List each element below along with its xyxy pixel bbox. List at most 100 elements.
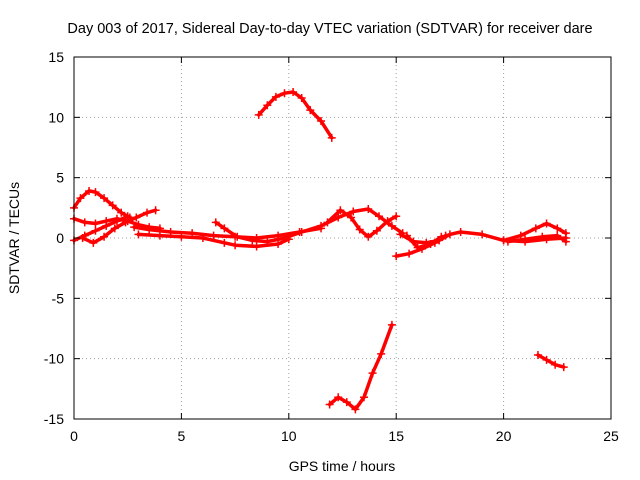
series-arc-g: [211, 205, 407, 246]
data-point: [211, 218, 220, 227]
data-point: [441, 231, 450, 240]
series-line: [501, 221, 568, 243]
series-line: [132, 225, 323, 240]
data-point: [317, 116, 326, 125]
data-point: [233, 232, 242, 241]
data-point: [499, 236, 508, 245]
data-point: [387, 320, 396, 329]
data-point: [542, 219, 551, 228]
data-point: [336, 206, 345, 215]
data-point: [89, 238, 98, 247]
series-line: [80, 208, 158, 245]
y-tick-label: 10: [48, 109, 64, 125]
data-point: [100, 232, 109, 241]
data-point: [263, 237, 272, 246]
series-line: [256, 90, 334, 140]
series-line: [536, 353, 566, 369]
y-tick-label: -15: [44, 411, 64, 427]
data-point: [209, 231, 218, 240]
data-point: [559, 363, 568, 372]
y-tick-label: 0: [56, 230, 64, 246]
data-point: [542, 355, 551, 364]
data-point: [306, 106, 315, 115]
data-point: [325, 400, 334, 409]
series-line: [405, 233, 444, 250]
data-point: [102, 221, 111, 230]
data-point: [355, 225, 364, 234]
data-point: [377, 349, 386, 358]
data-point: [437, 232, 446, 241]
data-point: [198, 234, 207, 242]
data-point: [375, 212, 384, 221]
data-point: [91, 219, 100, 228]
data-point: [134, 230, 143, 239]
data-point: [396, 230, 405, 239]
data-point: [220, 224, 229, 233]
series-arc-d: [78, 206, 160, 247]
data-point: [538, 232, 547, 241]
data-point: [478, 230, 487, 239]
y-tick-label: 15: [48, 49, 64, 65]
data-point: [289, 87, 298, 96]
data-point: [521, 235, 530, 244]
x-tick-label: 5: [178, 428, 186, 444]
chart-title: Day 003 of 2017, Sidereal Day-to-day VTE…: [67, 21, 592, 37]
data-point: [368, 369, 377, 378]
y-tick-label: -10: [44, 351, 64, 367]
data-point: [392, 252, 401, 261]
data-point: [551, 360, 560, 369]
data-point: [130, 223, 139, 232]
data-point: [280, 234, 289, 242]
data-point: [85, 186, 94, 195]
data-point: [364, 205, 373, 214]
data-point: [342, 398, 351, 407]
data-point: [359, 393, 368, 402]
data-point: [80, 218, 89, 227]
data-point: [100, 194, 109, 203]
data-point: [372, 226, 381, 235]
series-arc-a: [70, 186, 134, 222]
data-point: [347, 213, 356, 222]
series-line: [327, 323, 394, 412]
data-point: [117, 208, 126, 217]
data-point: [112, 217, 121, 226]
series-line: [325, 208, 398, 239]
data-point: [108, 201, 117, 210]
series-arc-o: [325, 320, 396, 414]
data-point: [533, 351, 542, 360]
data-point: [456, 227, 465, 236]
data-point: [327, 133, 336, 142]
series-arc-p: [533, 351, 568, 372]
series-arc-k: [402, 231, 446, 252]
data-point: [110, 224, 119, 233]
data-point: [220, 238, 229, 247]
data-point: [143, 208, 152, 217]
axis-ticks: 0 5 10 15 20 25 -15 -10 -5 0 5 10 15: [44, 49, 619, 444]
data-point: [271, 92, 280, 101]
y-axis-label: SDTVAR / TECUs: [6, 182, 22, 294]
series-arc-m: [503, 231, 570, 246]
data-point: [231, 241, 240, 250]
data-point: [280, 89, 289, 98]
data-point: [317, 221, 326, 230]
data-point: [91, 226, 100, 235]
series-arc-h: [323, 206, 401, 241]
data-point: [351, 405, 360, 414]
data-point: [383, 217, 392, 226]
data-point: [274, 240, 283, 249]
data-point: [334, 213, 343, 222]
x-tick-label: 15: [388, 428, 404, 444]
data-point: [334, 393, 343, 402]
data-point: [252, 242, 261, 251]
data-point: [123, 212, 132, 221]
data-point: [248, 236, 257, 245]
data-point: [503, 237, 512, 246]
x-axis-label: GPS time / hours: [289, 458, 396, 474]
data-point: [297, 227, 306, 236]
data-point: [263, 101, 272, 110]
y-tick-label: -5: [52, 290, 65, 306]
x-tick-label: 20: [496, 428, 512, 444]
y-tick-label: 5: [56, 170, 64, 186]
data-point: [145, 225, 154, 234]
